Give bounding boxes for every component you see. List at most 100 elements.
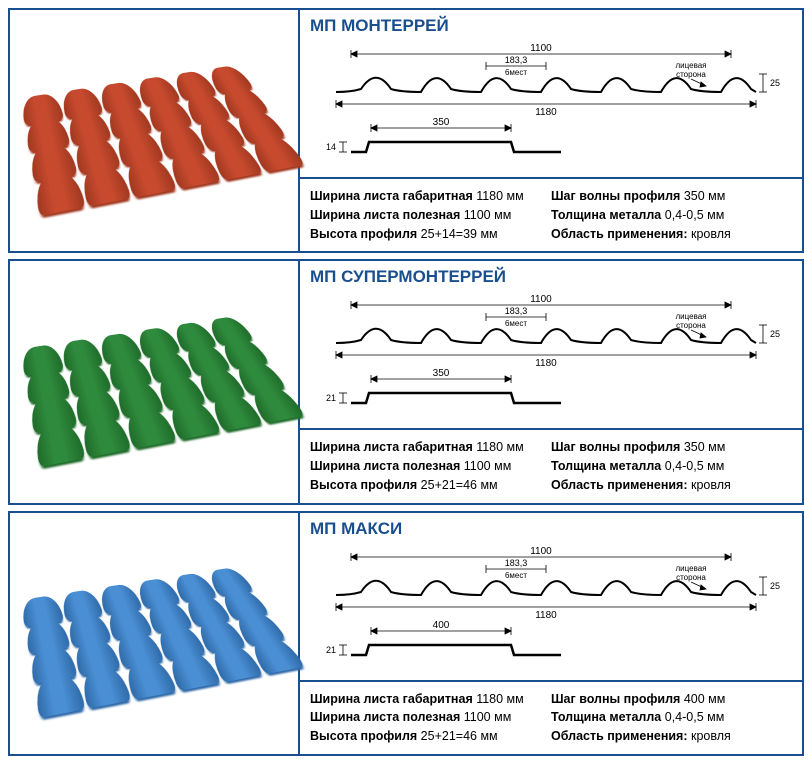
product-title: МП СУПЕРМОНТЕРРЕЙ [300, 261, 802, 291]
spec-label: Шаг волны профиля [551, 189, 680, 203]
spec-row: Ширина листа полезная 1100 мм [310, 457, 551, 476]
svg-text:лицевая: лицевая [675, 312, 706, 321]
spec-value: 25+21=46 мм [417, 478, 497, 492]
spec-label: Шаг волны профиля [551, 692, 680, 706]
svg-text:25: 25 [770, 581, 780, 591]
svg-text:25: 25 [770, 329, 780, 339]
svg-text:сторона: сторона [676, 321, 706, 330]
product-card: МП СУПЕРМОНТЕРРЕЙ 1100 183,3 6мест лицев… [8, 259, 804, 504]
svg-text:лицевая: лицевая [675, 564, 706, 573]
tile-graphic [19, 315, 308, 472]
svg-text:350: 350 [433, 117, 450, 128]
spec-value: 350 мм [680, 189, 725, 203]
diagram-area: 1100 183,3 6мест лицевая сторона 25 [300, 40, 802, 177]
specs-column-left: Ширина листа габаритная 1180 ммШирина ли… [310, 187, 551, 243]
spec-value: 350 мм [680, 440, 725, 454]
spec-value: 0,4-0,5 мм [661, 710, 724, 724]
diagram-area: 1100 183,3 6мест лицевая сторона 25 [300, 543, 802, 680]
svg-text:1100: 1100 [530, 547, 552, 557]
profile-diagram: 1100 183,3 6мест лицевая сторона 25 [310, 44, 792, 164]
svg-text:21: 21 [326, 645, 336, 655]
spec-label: Ширина листа полезная [310, 710, 460, 724]
spec-label: Область применения: [551, 478, 688, 492]
spec-row: Ширина листа полезная 1100 мм [310, 206, 551, 225]
spec-label: Ширина листа габаритная [310, 189, 473, 203]
specs-cell: Ширина листа габаритная 1180 ммШирина ли… [300, 428, 802, 502]
spec-label: Высота профиля [310, 227, 417, 241]
svg-text:1100: 1100 [530, 44, 552, 54]
tile-graphic [19, 567, 308, 724]
spec-value: 1100 мм [460, 459, 511, 473]
specs-column-left: Ширина листа габаритная 1180 ммШирина ли… [310, 438, 551, 494]
spec-row: Шаг волны профиля 350 мм [551, 187, 792, 206]
spec-row: Область применения: кровля [551, 225, 792, 244]
svg-text:14: 14 [326, 142, 336, 152]
spec-label: Область применения: [551, 729, 688, 743]
spec-row: Ширина листа габаритная 1180 мм [310, 690, 551, 709]
product-card: МП МАКСИ 1100 183,3 6мест лицевая сторон… [8, 511, 804, 756]
spec-value: 0,4-0,5 мм [661, 208, 724, 222]
spec-label: Толщина металла [551, 459, 661, 473]
product-image-cell [10, 261, 300, 502]
product-title: МП МОНТЕРРЕЙ [300, 10, 802, 40]
specs-column-right: Шаг волны профиля 400 ммТолщина металла … [551, 690, 792, 746]
tile-graphic [19, 64, 308, 221]
spec-value: кровля [688, 729, 731, 743]
profile-diagram: 1100 183,3 6мест лицевая сторона 25 [310, 547, 792, 667]
spec-row: Высота профиля 25+21=46 мм [310, 476, 551, 495]
svg-text:21: 21 [326, 393, 336, 403]
svg-text:6мест: 6мест [505, 68, 527, 77]
spec-row: Шаг волны профиля 400 мм [551, 690, 792, 709]
spec-label: Толщина металла [551, 710, 661, 724]
specs-column-right: Шаг волны профиля 350 ммТолщина металла … [551, 187, 792, 243]
specs-cell: Ширина листа габаритная 1180 ммШирина ли… [300, 680, 802, 754]
profile-diagram: 1100 183,3 6мест лицевая сторона 25 [310, 295, 792, 415]
svg-text:400: 400 [433, 620, 450, 631]
spec-label: Шаг волны профиля [551, 440, 680, 454]
spec-value: кровля [688, 478, 731, 492]
product-card: МП МОНТЕРРЕЙ 1100 183,3 6мест лицевая ст… [8, 8, 804, 253]
svg-text:183,3: 183,3 [505, 55, 528, 65]
spec-row: Толщина металла 0,4-0,5 мм [551, 457, 792, 476]
spec-label: Ширина листа габаритная [310, 692, 473, 706]
info-cell: МП СУПЕРМОНТЕРРЕЙ 1100 183,3 6мест лицев… [300, 261, 802, 502]
spec-value: 1180 мм [473, 189, 524, 203]
svg-text:6мест: 6мест [505, 319, 527, 328]
spec-label: Область применения: [551, 227, 688, 241]
product-image-cell [10, 513, 300, 754]
spec-value: 1100 мм [460, 208, 511, 222]
svg-text:1100: 1100 [530, 295, 552, 305]
spec-value: 1180 мм [473, 440, 524, 454]
spec-label: Высота профиля [310, 478, 417, 492]
svg-text:183,3: 183,3 [505, 558, 528, 568]
spec-row: Высота профиля 25+14=39 мм [310, 225, 551, 244]
spec-label: Толщина металла [551, 208, 661, 222]
spec-row: Высота профиля 25+21=46 мм [310, 727, 551, 746]
spec-value: кровля [688, 227, 731, 241]
specs-column-left: Ширина листа габаритная 1180 ммШирина ли… [310, 690, 551, 746]
spec-row: Ширина листа габаритная 1180 мм [310, 438, 551, 457]
spec-label: Ширина листа полезная [310, 208, 460, 222]
info-cell: МП МОНТЕРРЕЙ 1100 183,3 6мест лицевая ст… [300, 10, 802, 251]
spec-row: Толщина металла 0,4-0,5 мм [551, 708, 792, 727]
spec-row: Область применения: кровля [551, 727, 792, 746]
svg-text:лицевая: лицевая [675, 61, 706, 70]
spec-label: Ширина листа полезная [310, 459, 460, 473]
svg-text:183,3: 183,3 [505, 306, 528, 316]
svg-text:сторона: сторона [676, 573, 706, 582]
spec-row: Шаг волны профиля 350 мм [551, 438, 792, 457]
svg-text:1180: 1180 [535, 107, 557, 118]
spec-label: Ширина листа габаритная [310, 440, 473, 454]
spec-value: 0,4-0,5 мм [661, 459, 724, 473]
product-image-cell [10, 10, 300, 251]
spec-value: 25+21=46 мм [417, 729, 497, 743]
svg-text:сторона: сторона [676, 70, 706, 79]
spec-label: Высота профиля [310, 729, 417, 743]
diagram-area: 1100 183,3 6мест лицевая сторона 25 [300, 291, 802, 428]
spec-row: Ширина листа полезная 1100 мм [310, 708, 551, 727]
svg-text:25: 25 [770, 78, 780, 88]
specs-cell: Ширина листа габаритная 1180 ммШирина ли… [300, 177, 802, 251]
product-title: МП МАКСИ [300, 513, 802, 543]
spec-row: Ширина листа габаритная 1180 мм [310, 187, 551, 206]
spec-value: 1100 мм [460, 710, 511, 724]
